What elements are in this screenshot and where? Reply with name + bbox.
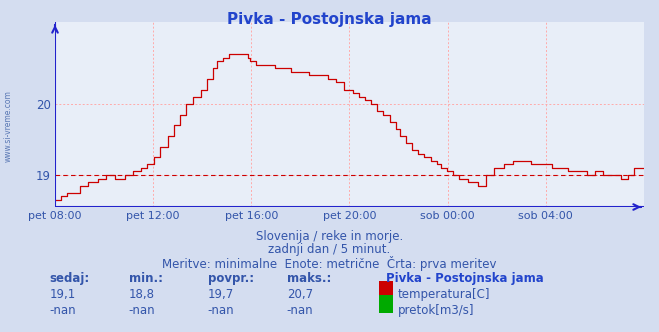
Text: zadnji dan / 5 minut.: zadnji dan / 5 minut. xyxy=(268,243,391,256)
Text: -nan: -nan xyxy=(129,304,155,317)
Text: -nan: -nan xyxy=(287,304,313,317)
Text: 18,8: 18,8 xyxy=(129,288,154,301)
Text: maks.:: maks.: xyxy=(287,272,331,285)
Text: 19,7: 19,7 xyxy=(208,288,234,301)
Text: Pivka - Postojnska jama: Pivka - Postojnska jama xyxy=(386,272,543,285)
Text: www.si-vreme.com: www.si-vreme.com xyxy=(3,90,13,162)
Text: -nan: -nan xyxy=(49,304,76,317)
Text: 20,7: 20,7 xyxy=(287,288,313,301)
Text: Slovenija / reke in morje.: Slovenija / reke in morje. xyxy=(256,230,403,243)
Text: 19,1: 19,1 xyxy=(49,288,76,301)
Text: povpr.:: povpr.: xyxy=(208,272,254,285)
Text: pretok[m3/s]: pretok[m3/s] xyxy=(397,304,474,317)
Text: -nan: -nan xyxy=(208,304,234,317)
Text: min.:: min.: xyxy=(129,272,163,285)
Text: sedaj:: sedaj: xyxy=(49,272,90,285)
Text: Pivka - Postojnska jama: Pivka - Postojnska jama xyxy=(227,12,432,27)
Text: Meritve: minimalne  Enote: metrične  Črta: prva meritev: Meritve: minimalne Enote: metrične Črta:… xyxy=(162,256,497,271)
Text: temperatura[C]: temperatura[C] xyxy=(397,288,490,301)
